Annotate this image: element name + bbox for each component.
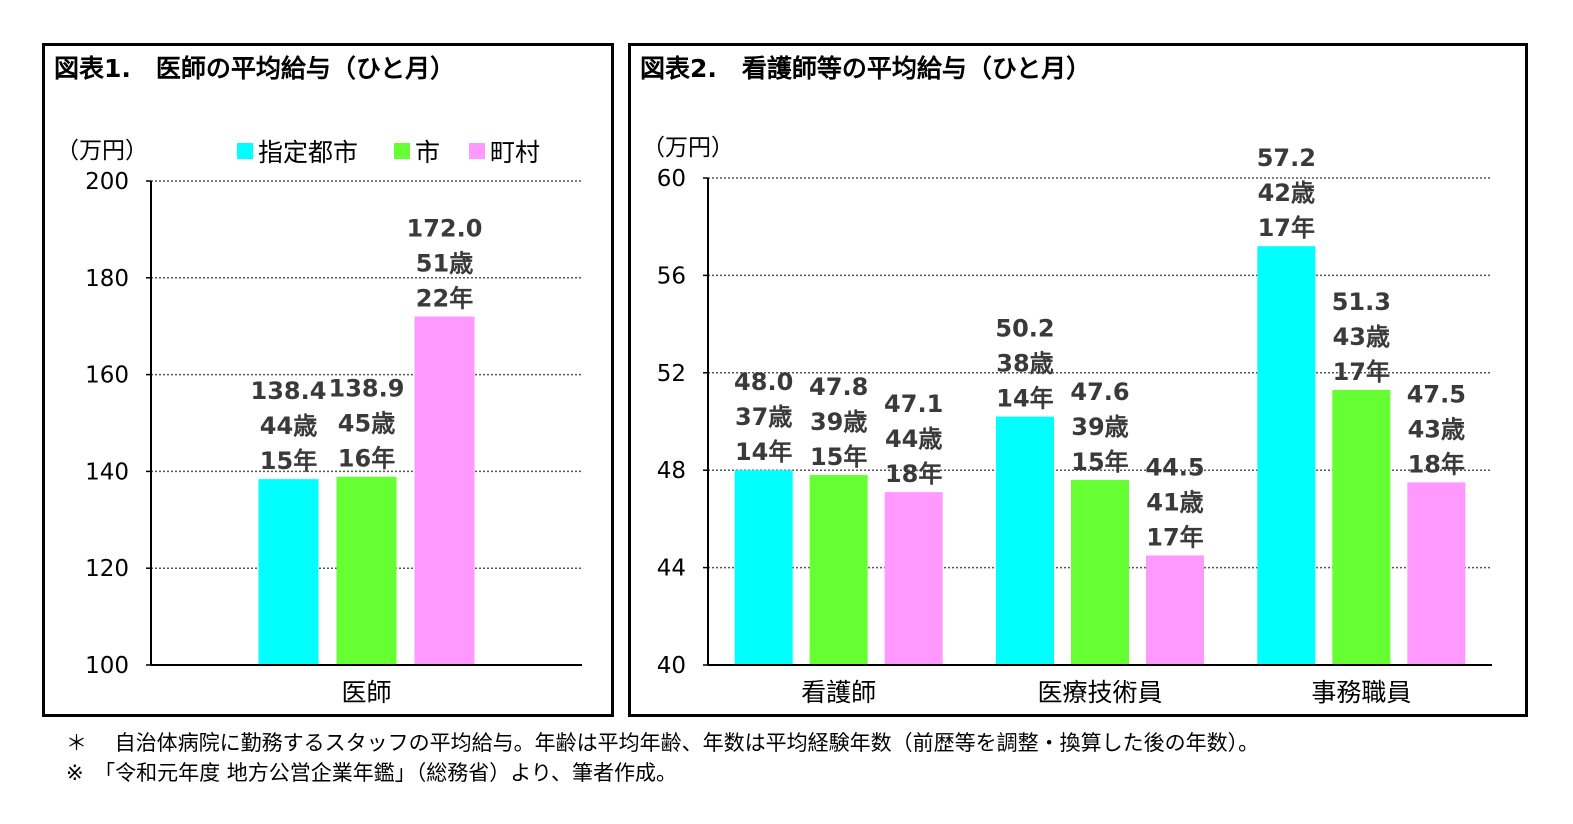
c2-unit-label: （万円） (642, 135, 734, 161)
c1-legend-swatch (469, 143, 485, 159)
c1-y-tick-label: 140 (85, 459, 129, 485)
chart-nurse-salary: 図表2. 看護師等の平均給与（ひと月） （万円） 40 44 48 52 56 60 48.0 3… (628, 43, 1528, 717)
c1-legend-label: 市 (415, 138, 440, 167)
c2-y-tick-label: 52 (657, 361, 686, 387)
c2-data-label: 41歳 (1146, 488, 1203, 516)
c1-legend-label: 町村 (490, 138, 540, 167)
c2-bar (1257, 246, 1316, 665)
footnote-2: ※ 「令和元年度 地方公営企業年鑑」（総務省）より、筆者作成。 (66, 761, 678, 785)
c2-data-label: 42歳 (1258, 179, 1315, 207)
c2-category-label: 看護師 (801, 678, 876, 707)
c2-y-tick-label: 56 (657, 263, 686, 289)
c1-y-tick-label: 180 (85, 266, 129, 292)
c1-y-tick-label: 160 (85, 363, 129, 389)
c1-unit-label: （万円） (56, 138, 148, 164)
footnote-1: ＊ 自治体病院に勤務するスタッフの平均給与。年齢は平均年齢、年数は平均経験年数（… (66, 731, 1260, 755)
c2-bar (1332, 389, 1391, 665)
c2-category-label: 医療技術員 (1037, 678, 1162, 707)
c2-data-label: 47.6 (1070, 378, 1129, 406)
c1-bar (258, 479, 319, 665)
c2-bar (1145, 555, 1204, 665)
c2-data-label: 15年 (810, 443, 867, 471)
c1-data-label: 138.4 (251, 377, 327, 405)
c2-y-tick-label: 60 (657, 166, 686, 192)
c1-y-tick-label: 120 (85, 556, 129, 582)
c1-title: 図表1. 医師の平均給与（ひと月） (54, 54, 455, 83)
c2-data-label: 43歳 (1408, 415, 1465, 443)
c2-data-label: 18年 (1408, 450, 1465, 478)
c2-data-label: 48.0 (734, 368, 793, 396)
c1-data-label: 22年 (416, 285, 473, 313)
c2-y-tick-label: 44 (657, 556, 686, 582)
c2-bar (734, 470, 793, 665)
c2-data-label: 17年 (1258, 214, 1315, 242)
c1-legend-swatch (394, 143, 410, 159)
c2-bar (809, 475, 868, 665)
c2-data-label: 47.5 (1407, 380, 1466, 408)
c2-bar (1407, 482, 1466, 665)
c2-data-label: 50.2 (995, 315, 1054, 343)
c2-data-label: 37歳 (735, 403, 792, 431)
footnotes: ＊ 自治体病院に勤務するスタッフの平均給与。年齢は平均年齢、年数は平均経験年数（… (66, 728, 1259, 788)
c2-data-label: 44歳 (885, 425, 942, 453)
c2-bar (995, 416, 1054, 665)
c2-data-label: 51.3 (1332, 288, 1391, 316)
c2-y-tick-label: 48 (657, 458, 686, 484)
c1-legend-label: 指定都市 (258, 138, 358, 167)
c2-data-label: 18年 (885, 460, 942, 488)
c2-y-tick-label: 40 (657, 653, 686, 679)
c2-data-label: 14年 (735, 438, 792, 466)
c2-category-label: 事務職員 (1311, 678, 1411, 707)
c2-data-label: 43歳 (1333, 323, 1390, 351)
c1-bar (336, 476, 397, 665)
chart-doctor-salary: 図表1. 医師の平均給与（ひと月） （万円） 100 120 140 160 180 200 1… (42, 43, 614, 717)
c2-data-label: 38歳 (996, 350, 1053, 378)
c1-data-label: 44歳 (260, 412, 317, 440)
c1-legend-swatch (237, 143, 253, 159)
c1-data-label: 51歳 (416, 250, 473, 278)
c2-data-label: 47.8 (809, 373, 868, 401)
c1-data-label: 15年 (260, 447, 317, 475)
c2-data-label: 44.5 (1145, 453, 1204, 481)
c1-category-label: 医師 (341, 678, 391, 707)
c2-data-label: 17年 (1333, 358, 1390, 386)
c1-data-label: 172.0 (407, 215, 483, 243)
c2-data-label: 57.2 (1257, 144, 1316, 172)
c2-data-label: 47.1 (884, 390, 943, 418)
c2-data-label: 15年 (1071, 448, 1128, 476)
c2-bar (1070, 479, 1129, 665)
c2-data-label: 39歳 (810, 408, 867, 436)
c1-data-label: 16年 (338, 445, 395, 473)
c2-data-label: 17年 (1146, 523, 1203, 551)
c2-data-label: 14年 (996, 385, 1053, 413)
c2-data-label: 39歳 (1071, 413, 1128, 441)
c1-y-tick-label: 200 (85, 169, 129, 195)
c1-y-tick-label: 100 (85, 653, 129, 679)
c1-data-label: 45歳 (338, 410, 395, 438)
c1-bar (414, 316, 475, 665)
c2-title: 図表2. 看護師等の平均給与（ひと月） (640, 54, 1091, 83)
c1-data-label: 138.9 (329, 375, 405, 403)
c1-frame (42, 43, 614, 717)
c2-bar (884, 492, 943, 665)
